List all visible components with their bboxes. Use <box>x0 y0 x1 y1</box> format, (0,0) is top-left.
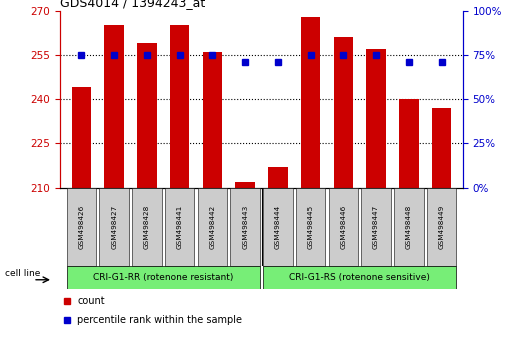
Text: GSM498445: GSM498445 <box>308 205 314 249</box>
Text: GSM498427: GSM498427 <box>111 205 117 249</box>
Bar <box>198 188 227 266</box>
Text: GSM498442: GSM498442 <box>209 205 215 249</box>
Text: count: count <box>77 296 105 306</box>
Bar <box>432 108 451 188</box>
Text: percentile rank within the sample: percentile rank within the sample <box>77 315 242 325</box>
Text: GSM498446: GSM498446 <box>340 205 346 249</box>
Bar <box>394 188 424 266</box>
Bar <box>427 188 456 266</box>
Bar <box>263 266 456 289</box>
Bar <box>268 167 288 188</box>
Bar <box>67 188 96 266</box>
Bar <box>399 99 418 188</box>
Text: GSM498441: GSM498441 <box>177 205 183 249</box>
Bar <box>263 188 292 266</box>
Bar <box>72 87 91 188</box>
Bar <box>301 17 321 188</box>
Text: GSM498443: GSM498443 <box>242 205 248 249</box>
Bar <box>366 49 386 188</box>
Text: GSM498449: GSM498449 <box>439 205 445 249</box>
Bar <box>296 188 325 266</box>
Bar <box>235 182 255 188</box>
Bar <box>165 188 195 266</box>
Text: GSM498447: GSM498447 <box>373 205 379 249</box>
Text: GSM498426: GSM498426 <box>78 205 84 249</box>
Bar <box>334 37 353 188</box>
Text: GSM498448: GSM498448 <box>406 205 412 249</box>
Bar <box>202 52 222 188</box>
Bar <box>105 25 124 188</box>
Bar <box>361 188 391 266</box>
Text: CRI-G1-RR (rotenone resistant): CRI-G1-RR (rotenone resistant) <box>93 273 233 281</box>
Text: cell line: cell line <box>5 269 40 278</box>
Bar <box>231 188 260 266</box>
Text: CRI-G1-RS (rotenone sensitive): CRI-G1-RS (rotenone sensitive) <box>289 273 430 281</box>
Bar <box>328 188 358 266</box>
Bar <box>137 43 157 188</box>
Bar <box>67 266 260 289</box>
Text: GDS4014 / 1394243_at: GDS4014 / 1394243_at <box>60 0 206 10</box>
Text: GSM498428: GSM498428 <box>144 205 150 249</box>
Text: GSM498444: GSM498444 <box>275 205 281 249</box>
Bar <box>170 25 189 188</box>
Bar <box>132 188 162 266</box>
Bar <box>99 188 129 266</box>
